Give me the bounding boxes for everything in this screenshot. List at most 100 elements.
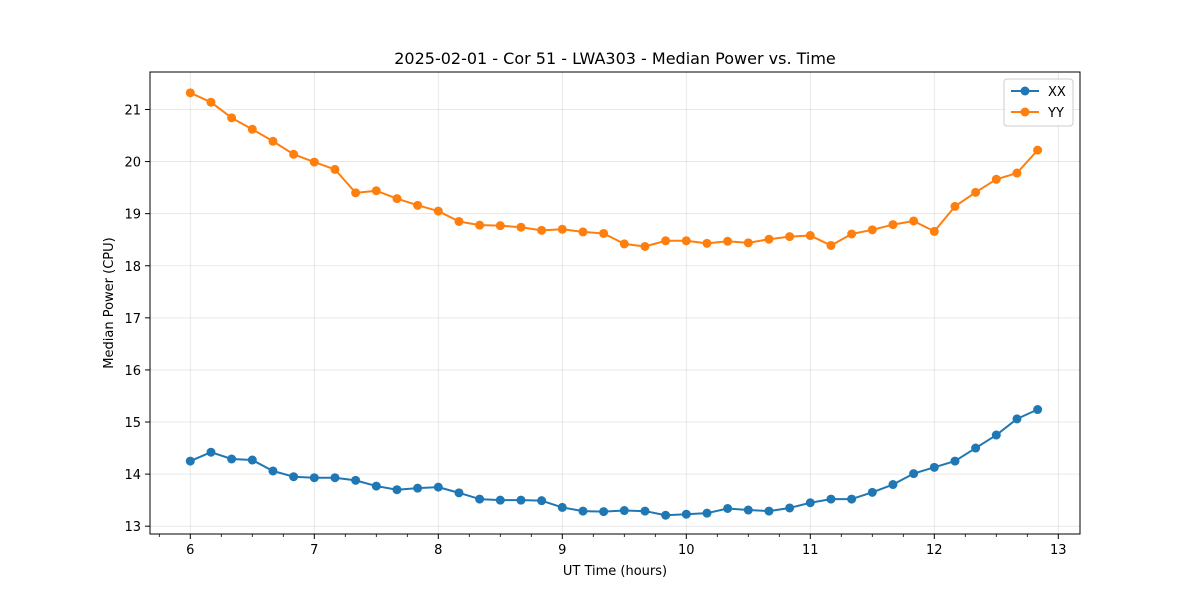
data-point-xx-21	[619, 506, 629, 516]
data-point-xx-5	[289, 472, 299, 482]
data-point-yy-12	[433, 206, 443, 216]
data-point-xx-35	[909, 469, 919, 479]
plot-area-frame	[149, 71, 1081, 535]
data-point-xx-17	[537, 496, 547, 506]
data-point-xx-4	[268, 466, 278, 476]
data-point-xx-27	[743, 505, 753, 515]
data-point-yy-41	[1033, 145, 1043, 155]
data-point-yy-17	[537, 225, 547, 235]
data-point-yy-23	[661, 236, 671, 246]
data-point-yy-34	[888, 220, 898, 230]
data-point-yy-26	[723, 236, 733, 246]
data-point-xx-36	[929, 462, 939, 472]
data-point-xx-29	[785, 503, 795, 513]
y-axis-label: Median Power (CPU)	[102, 237, 117, 368]
x-tick-label-7: 7	[310, 543, 318, 558]
data-point-yy-1	[206, 97, 216, 107]
chart-legend: XX YY	[1003, 78, 1074, 127]
data-point-xx-13	[454, 488, 464, 498]
data-point-xx-9	[371, 481, 381, 491]
data-point-yy-35	[909, 216, 919, 226]
data-point-yy-15	[495, 221, 505, 231]
data-point-yy-40	[1012, 168, 1022, 178]
data-point-yy-3	[247, 124, 257, 134]
data-point-yy-8	[351, 188, 361, 198]
x-axis-label: UT Time (hours)	[563, 564, 667, 579]
data-point-xx-10	[392, 485, 402, 495]
data-point-xx-37	[950, 456, 960, 466]
data-point-yy-16	[516, 222, 526, 232]
data-point-xx-2	[227, 454, 237, 464]
data-point-yy-36	[929, 226, 939, 236]
data-point-xx-33	[867, 487, 877, 497]
data-point-yy-10	[392, 194, 402, 204]
data-point-yy-31	[826, 240, 836, 250]
data-point-xx-19	[578, 506, 588, 516]
data-point-yy-37	[950, 201, 960, 211]
data-point-xx-32	[847, 494, 857, 504]
data-point-xx-8	[351, 475, 361, 485]
data-point-xx-25	[702, 508, 712, 518]
data-point-yy-13	[454, 216, 464, 226]
data-point-yy-29	[785, 232, 795, 242]
data-point-xx-1	[206, 447, 216, 457]
x-tick-label-6: 6	[186, 543, 194, 558]
data-point-xx-26	[723, 503, 733, 513]
data-point-yy-39	[991, 174, 1001, 184]
tick-layer: 6 7 8 9 10 11 12 13 13 14 15 16 17 18 19 20 21	[124, 104, 1066, 558]
chart-title: 2025-02-01 - Cor 51 - LWA303 - Median Po…	[394, 49, 836, 68]
data-point-xx-15	[495, 495, 505, 505]
y-tick-label-21: 21	[124, 104, 141, 119]
data-point-yy-25	[702, 238, 712, 248]
data-point-xx-14	[475, 494, 485, 504]
data-point-xx-18	[557, 502, 567, 512]
data-point-yy-38	[971, 187, 981, 197]
legend-yy-marker	[1020, 107, 1030, 117]
series-line-xx	[189, 408, 1039, 517]
data-point-xx-28	[764, 506, 774, 516]
data-point-yy-33	[867, 225, 877, 235]
legend-xx-label: XX	[1048, 85, 1066, 100]
data-point-xx-11	[413, 483, 423, 493]
data-point-xx-6	[309, 473, 319, 483]
data-point-yy-6	[309, 157, 319, 167]
data-point-yy-0	[185, 88, 195, 98]
data-point-xx-38	[971, 443, 981, 453]
x-tick-label-8: 8	[434, 543, 442, 558]
data-point-yy-30	[805, 231, 815, 241]
data-point-yy-7	[330, 164, 340, 174]
data-point-xx-39	[991, 430, 1001, 440]
legend-yy-label: YY	[1047, 106, 1064, 121]
data-point-xx-16	[516, 495, 526, 505]
x-tick-label-11: 11	[802, 543, 819, 558]
y-tick-label-17: 17	[124, 312, 141, 327]
data-point-xx-30	[805, 498, 815, 508]
grid-layer	[150, 72, 1080, 534]
data-point-xx-23	[661, 510, 671, 520]
y-tick-label-15: 15	[124, 416, 141, 431]
data-point-yy-28	[764, 234, 774, 244]
y-tick-label-20: 20	[124, 156, 141, 171]
data-point-xx-24	[681, 509, 691, 519]
data-point-xx-7	[330, 473, 340, 483]
data-point-xx-12	[433, 482, 443, 492]
data-point-yy-4	[268, 136, 278, 146]
data-point-yy-9	[371, 186, 381, 196]
legend-xx-marker	[1020, 86, 1030, 96]
data-point-yy-11	[413, 200, 423, 210]
data-point-xx-31	[826, 494, 836, 504]
data-point-yy-5	[289, 149, 299, 159]
y-tick-label-18: 18	[124, 260, 141, 275]
data-point-yy-20	[599, 228, 609, 238]
data-point-xx-41	[1033, 405, 1043, 415]
series-layer	[185, 88, 1043, 520]
x-tick-label-13: 13	[1050, 543, 1067, 558]
y-tick-label-19: 19	[124, 208, 141, 223]
y-tick-label-16: 16	[124, 364, 141, 379]
data-point-yy-14	[475, 220, 485, 230]
y-tick-label-14: 14	[124, 468, 141, 483]
data-point-xx-34	[888, 480, 898, 490]
y-tick-label-13: 13	[124, 520, 141, 535]
